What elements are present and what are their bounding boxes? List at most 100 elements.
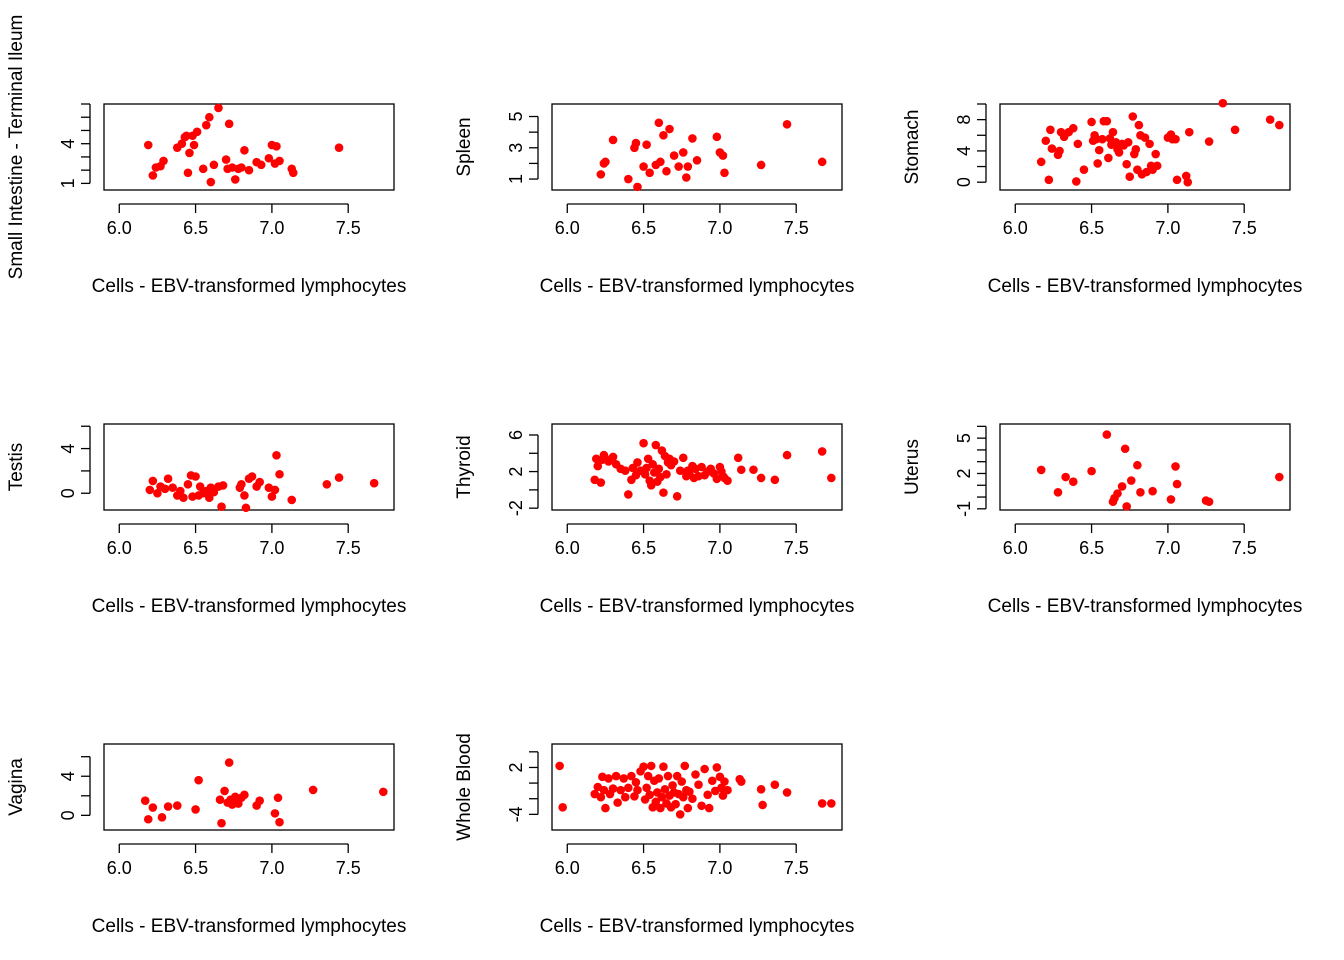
chart-3-point	[160, 484, 170, 494]
chart-1-point	[718, 151, 728, 160]
chart-6-point	[194, 775, 203, 785]
chart-0-point	[224, 119, 234, 129]
chart-1-y-tick-label: 5	[506, 112, 526, 122]
chart-4-x-tick-label: 7.5	[784, 538, 809, 558]
chart-2-y-tick-label: 4	[954, 146, 974, 156]
chart-2-point	[1068, 123, 1078, 133]
chart-2-point	[1183, 177, 1193, 187]
chart-1-point	[720, 168, 729, 178]
chart-0-point	[182, 131, 191, 141]
chart-1-point	[817, 157, 827, 167]
chart-3-point	[255, 477, 264, 487]
chart-7-point	[616, 785, 625, 795]
chart-3-point	[153, 488, 162, 498]
chart-0-point	[205, 112, 214, 122]
chart-0-point	[272, 142, 281, 151]
chart-3-point	[270, 485, 280, 495]
chart-1: 6.0 6.5 7.0 7.5 1 3 5 Cells - EBV-transformed l…	[454, 103, 855, 297]
chart-6-x-tick-label: 6.5	[183, 858, 208, 878]
chart-2-y-tick-label: 0	[954, 177, 974, 187]
chart-7-point	[677, 777, 687, 786]
chart-1-x-tick-label: 6.5	[631, 218, 656, 238]
chart-7-point	[654, 774, 664, 783]
chart-2-point	[1079, 165, 1089, 174]
chart-2-point	[1230, 125, 1240, 135]
chart-7-point	[639, 762, 648, 771]
chart-0-point	[209, 160, 219, 170]
chart-1-point	[674, 162, 683, 171]
chart-7-point	[700, 764, 709, 774]
chart-2-point	[1125, 172, 1135, 182]
chart-7-point	[608, 784, 618, 793]
chart-5-x-tick-label: 7.0	[1155, 538, 1180, 558]
chart-1-point	[665, 124, 674, 134]
chart-3-point	[237, 480, 246, 489]
chart-3-y-tick-label: 4	[58, 444, 78, 454]
chart-6-point	[163, 802, 173, 811]
chart-5-x-axis-title: Cells - EBV-transformed lymphocytes	[988, 596, 1303, 617]
chart-4-x-axis-title: Cells - EBV-transformed lymphocytes	[540, 596, 855, 617]
chart-3-point	[191, 472, 200, 481]
chart-7-point	[671, 799, 680, 809]
chart-5-y-axis-title: Uterus	[902, 439, 923, 495]
chart-4-point	[733, 453, 743, 463]
chart-0-point	[201, 120, 211, 130]
chart-5: 6.0 6.5 7.0 7.5 -1 2 5 Cells - EBV-transformed …	[902, 423, 1303, 617]
chart-2-point	[1073, 139, 1083, 149]
chart-7-point	[817, 799, 827, 808]
chart-2-x-axis-title: Cells - EBV-transformed lymphocytes	[988, 276, 1303, 297]
chart-7-point	[782, 788, 792, 797]
chart-3-y-axis-title: Testis	[6, 443, 27, 492]
chart-1-point	[682, 173, 691, 182]
chart-0-point	[230, 175, 240, 184]
chart-0-point	[143, 140, 153, 150]
chart-1-y-tick-label: 1	[506, 174, 526, 184]
chart-2-point	[1128, 112, 1138, 121]
chart-2-point	[1123, 138, 1133, 147]
chart-6-point	[220, 786, 229, 796]
chart-3-point	[241, 503, 251, 513]
chart-4-point	[782, 450, 792, 460]
chart-5-point	[1068, 477, 1078, 487]
chart-7-point	[827, 799, 836, 808]
chart-1-point	[678, 148, 688, 157]
chart-5-point	[1148, 486, 1157, 496]
chart-5-point	[1087, 466, 1096, 476]
chart-2-point	[1097, 134, 1107, 144]
chart-6-point	[308, 785, 318, 795]
chart-3-point	[240, 491, 249, 500]
chart-6-point	[275, 817, 284, 827]
chart-3-point	[218, 481, 228, 490]
chart-0-point	[264, 153, 274, 163]
chart-1-x-axis-title: Cells - EBV-transformed lymphocytes	[540, 276, 855, 297]
chart-2-point	[1134, 120, 1144, 130]
chart-0-point	[237, 163, 246, 172]
chart-0-point	[185, 148, 194, 158]
chart-5-x-tick-label: 6.0	[1003, 538, 1028, 558]
chart-7-point	[680, 761, 690, 771]
chart-5-point	[1204, 497, 1214, 507]
chart-6-point	[255, 796, 264, 805]
chart-7-point	[601, 803, 610, 813]
chart-7-y-tick-label: 2	[506, 762, 526, 772]
chart-4-y-axis-title: Thyroid	[454, 435, 475, 498]
chart-5-point	[1172, 479, 1182, 489]
chart-7-point	[758, 800, 767, 810]
chart-4-point	[648, 459, 658, 469]
chart-5-y-tick-label: 5	[954, 433, 974, 443]
chart-7-point	[619, 774, 629, 783]
chart-6-y-tick-label: 4	[58, 771, 78, 781]
chart-7-point	[660, 785, 670, 794]
chart-2-x-tick-label: 7.5	[1232, 218, 1257, 238]
chart-7-point	[645, 790, 654, 800]
chart-7-point	[723, 785, 732, 795]
chart-2-point	[1041, 136, 1051, 146]
chart-4-point	[736, 465, 746, 475]
chart-7-point	[596, 792, 606, 802]
chart-4-point	[678, 453, 688, 463]
chart-0-point	[159, 156, 168, 166]
chart-7-point	[694, 780, 703, 789]
chart-1-point	[639, 162, 648, 171]
chart-0-point	[177, 139, 187, 148]
chart-3-point	[183, 480, 193, 489]
